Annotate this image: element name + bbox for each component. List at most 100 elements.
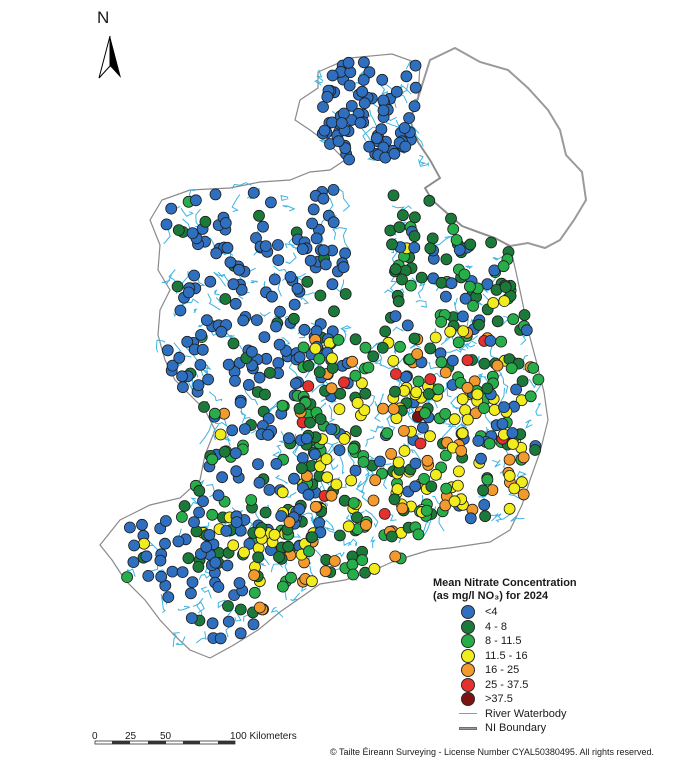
- monitoring-site-point[interactable]: [186, 227, 199, 240]
- monitoring-site-point[interactable]: [121, 571, 133, 583]
- monitoring-site-point[interactable]: [409, 59, 422, 72]
- monitoring-site-point[interactable]: [347, 442, 360, 455]
- monitoring-site-point[interactable]: [510, 383, 522, 396]
- monitoring-site-point[interactable]: [227, 278, 240, 291]
- monitoring-site-point[interactable]: [128, 539, 141, 552]
- monitoring-site-point[interactable]: [458, 268, 471, 281]
- monitoring-site-point[interactable]: [377, 94, 390, 107]
- monitoring-site-point[interactable]: [317, 244, 330, 257]
- monitoring-site-point[interactable]: [339, 247, 352, 260]
- monitoring-site-point[interactable]: [532, 373, 545, 386]
- monitoring-site-point[interactable]: [342, 56, 355, 69]
- monitoring-site-point[interactable]: [387, 354, 400, 367]
- monitoring-site-point[interactable]: [282, 540, 295, 553]
- monitoring-site-point[interactable]: [505, 362, 518, 375]
- monitoring-site-point[interactable]: [304, 416, 316, 429]
- monitoring-site-point[interactable]: [214, 428, 227, 441]
- monitoring-site-point[interactable]: [446, 354, 459, 367]
- monitoring-site-point[interactable]: [229, 447, 242, 460]
- monitoring-site-point[interactable]: [518, 309, 531, 321]
- monitoring-site-point[interactable]: [356, 85, 369, 98]
- monitoring-site-point[interactable]: [376, 341, 389, 354]
- monitoring-site-point[interactable]: [206, 453, 219, 466]
- monitoring-site-point[interactable]: [176, 381, 189, 394]
- monitoring-site-point[interactable]: [440, 253, 453, 266]
- monitoring-site-point[interactable]: [399, 140, 412, 153]
- monitoring-site-point[interactable]: [284, 270, 297, 283]
- monitoring-site-point[interactable]: [227, 539, 240, 552]
- monitoring-site-point[interactable]: [455, 444, 468, 457]
- monitoring-site-point[interactable]: [435, 276, 448, 289]
- monitoring-site-point[interactable]: [444, 325, 457, 338]
- monitoring-site-point[interactable]: [392, 295, 405, 308]
- monitoring-site-point[interactable]: [424, 242, 437, 255]
- monitoring-site-point[interactable]: [471, 388, 484, 401]
- monitoring-site-point[interactable]: [302, 488, 315, 501]
- monitoring-site-point[interactable]: [389, 310, 402, 323]
- monitoring-site-point[interactable]: [248, 586, 261, 599]
- monitoring-site-point[interactable]: [333, 529, 346, 542]
- monitoring-site-point[interactable]: [275, 510, 288, 522]
- monitoring-site-point[interactable]: [253, 371, 266, 384]
- monitoring-site-point[interactable]: [209, 188, 222, 201]
- monitoring-site-point[interactable]: [188, 269, 201, 282]
- monitoring-site-point[interactable]: [248, 569, 261, 582]
- monitoring-site-point[interactable]: [325, 423, 338, 436]
- monitoring-site-point[interactable]: [302, 380, 315, 393]
- monitoring-site-point[interactable]: [252, 551, 265, 564]
- monitoring-site-point[interactable]: [264, 196, 277, 209]
- monitoring-site-point[interactable]: [154, 554, 167, 567]
- monitoring-site-point[interactable]: [182, 286, 195, 299]
- monitoring-site-point[interactable]: [296, 452, 309, 464]
- monitoring-site-point[interactable]: [307, 203, 320, 216]
- monitoring-site-point[interactable]: [166, 565, 179, 578]
- monitoring-site-point[interactable]: [421, 454, 434, 467]
- monitoring-site-point[interactable]: [389, 263, 402, 276]
- monitoring-site-point[interactable]: [314, 289, 327, 302]
- monitoring-site-point[interactable]: [394, 340, 406, 353]
- monitoring-site-point[interactable]: [439, 449, 452, 462]
- monitoring-site-point[interactable]: [298, 323, 311, 336]
- monitoring-site-point[interactable]: [234, 396, 247, 409]
- monitoring-site-point[interactable]: [189, 194, 202, 207]
- monitoring-site-point[interactable]: [283, 432, 295, 445]
- monitoring-site-point[interactable]: [270, 457, 283, 470]
- monitoring-site-point[interactable]: [268, 528, 281, 541]
- monitoring-site-point[interactable]: [506, 427, 519, 439]
- monitoring-site-point[interactable]: [209, 556, 222, 569]
- monitoring-site-point[interactable]: [408, 100, 421, 113]
- monitoring-site-point[interactable]: [337, 376, 350, 389]
- monitoring-site-point[interactable]: [487, 297, 500, 309]
- monitoring-site-point[interactable]: [377, 104, 390, 117]
- monitoring-site-point[interactable]: [346, 355, 359, 368]
- monitoring-site-point[interactable]: [461, 381, 474, 394]
- monitoring-site-point[interactable]: [327, 183, 340, 196]
- monitoring-site-point[interactable]: [319, 258, 332, 271]
- monitoring-site-point[interactable]: [325, 382, 338, 395]
- monitoring-site-point[interactable]: [165, 202, 178, 215]
- monitoring-site-point[interactable]: [185, 612, 198, 624]
- monitoring-site-point[interactable]: [196, 343, 209, 356]
- monitoring-site-point[interactable]: [399, 371, 412, 383]
- monitoring-site-point[interactable]: [159, 515, 172, 527]
- monitoring-site-point[interactable]: [337, 261, 350, 274]
- monitoring-site-point[interactable]: [268, 273, 281, 286]
- monitoring-site-point[interactable]: [218, 445, 231, 458]
- monitoring-site-point[interactable]: [345, 474, 358, 487]
- monitoring-site-point[interactable]: [356, 554, 369, 566]
- monitoring-site-point[interactable]: [385, 530, 398, 543]
- monitoring-site-point[interactable]: [398, 122, 411, 134]
- monitoring-site-point[interactable]: [245, 345, 258, 358]
- monitoring-site-point[interactable]: [206, 508, 219, 521]
- monitoring-site-point[interactable]: [181, 335, 194, 348]
- monitoring-site-point[interactable]: [409, 81, 422, 94]
- monitoring-site-point[interactable]: [237, 314, 250, 327]
- monitoring-site-point[interactable]: [387, 189, 400, 202]
- monitoring-site-point[interactable]: [464, 238, 477, 251]
- monitoring-site-point[interactable]: [162, 591, 175, 603]
- monitoring-site-point[interactable]: [332, 333, 345, 346]
- monitoring-site-point[interactable]: [370, 132, 383, 145]
- monitoring-site-point[interactable]: [447, 223, 460, 236]
- monitoring-site-point[interactable]: [363, 140, 376, 153]
- monitoring-site-point[interactable]: [409, 480, 422, 493]
